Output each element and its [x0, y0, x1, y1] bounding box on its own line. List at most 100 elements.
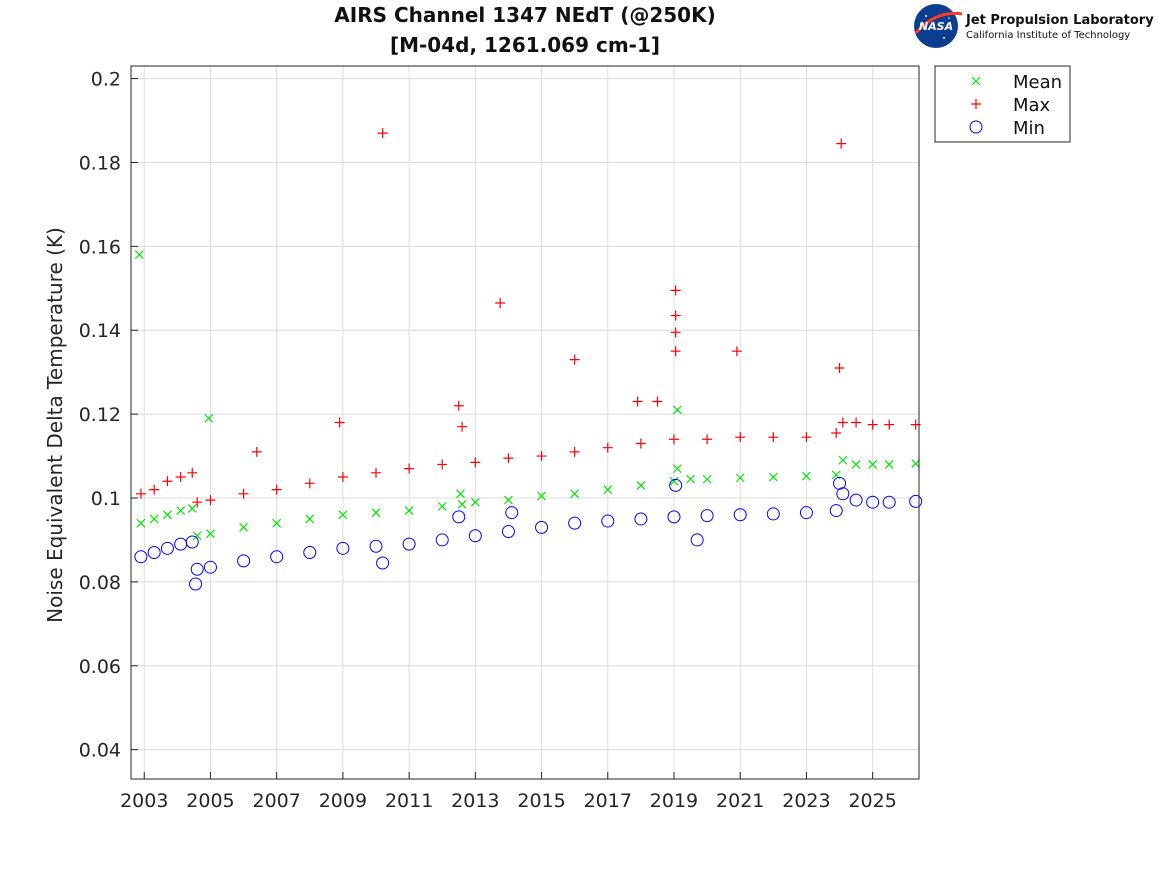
legend: Mean Max Min	[934, 65, 1071, 143]
legend-marker-mean	[971, 76, 981, 86]
y-tick-label: 0.14	[79, 320, 121, 342]
data-point-mean	[371, 508, 381, 518]
data-point-min	[829, 504, 843, 518]
x-tick-label: 2021	[716, 790, 764, 812]
data-point-max	[453, 400, 464, 411]
data-point-min	[833, 476, 847, 490]
data-point-max	[702, 434, 713, 445]
data-point-mean	[136, 518, 146, 528]
jpl-logo: NASA Jet Propulsion Laboratory Californi…	[914, 4, 1154, 48]
y-tick-label: 0.18	[79, 152, 121, 174]
data-point-max	[768, 432, 779, 443]
data-point-min	[909, 494, 923, 508]
data-point-min	[376, 556, 390, 570]
data-point-max	[304, 478, 315, 489]
data-point-max	[569, 354, 580, 365]
data-point-max	[251, 446, 262, 457]
data-point-max	[837, 417, 848, 428]
data-point-mean	[149, 514, 159, 524]
x-tick-label: 2011	[385, 790, 433, 812]
y-tick-label: 0.12	[79, 404, 121, 426]
data-point-max	[192, 497, 203, 508]
chart-subtitle: [M-04d, 1261.069 cm-1]	[390, 33, 660, 57]
data-point-max	[652, 396, 663, 407]
data-point-min	[882, 495, 896, 509]
series-mean	[134, 250, 921, 541]
tick-labels: 2003 2005 2007 2009 2011 2013 2015 2017 2019 2021…	[79, 69, 897, 812]
data-point-min	[535, 520, 549, 534]
y-tick-label: 0.06	[79, 656, 121, 678]
data-point-min	[700, 509, 714, 523]
x-tick-label: 2019	[650, 790, 698, 812]
logo-title: Jet Propulsion Laboratory	[965, 13, 1154, 28]
y-tick-label: 0.08	[79, 572, 121, 594]
x-tick-label: 2013	[451, 790, 499, 812]
data-point-mean	[206, 529, 215, 539]
x-tick-label: 2015	[517, 790, 565, 812]
data-point-min	[766, 507, 780, 521]
y-tick-label: 0.04	[79, 740, 121, 762]
data-point-mean	[884, 460, 894, 469]
data-point-max	[731, 346, 742, 357]
data-point-mean	[702, 474, 712, 484]
data-point-mean	[802, 471, 811, 481]
data-point-min	[147, 546, 161, 560]
x-tick-label: 2003	[120, 790, 168, 812]
data-point-max	[470, 457, 481, 468]
x-tick-label: 2023	[782, 790, 830, 812]
data-point-mean	[338, 510, 348, 520]
data-point-mean	[192, 531, 202, 541]
data-point-mean	[470, 497, 480, 507]
data-point-mean	[911, 459, 921, 469]
legend-entry-max: Max	[1013, 95, 1051, 116]
data-point-min	[468, 529, 482, 543]
x-tick-label: 2025	[848, 790, 896, 812]
series-layer	[134, 128, 923, 591]
data-point-max	[334, 417, 345, 428]
y-axis-label: Noise Equivalent Delta Temperature (K)	[43, 227, 67, 623]
data-point-max	[670, 346, 681, 357]
data-point-max	[670, 310, 681, 321]
data-point-mean	[838, 455, 848, 465]
data-point-min	[237, 554, 251, 568]
data-point-mean	[204, 413, 214, 423]
data-point-max	[632, 396, 643, 407]
data-point-min	[601, 514, 615, 528]
data-point-min	[505, 506, 519, 520]
data-point-max	[670, 285, 681, 296]
data-point-max	[162, 476, 173, 487]
data-point-min	[733, 508, 747, 522]
nasa-wordmark: NASA	[919, 20, 953, 33]
data-point-mean	[134, 250, 144, 260]
data-point-min	[402, 537, 416, 551]
data-point-mean	[187, 504, 197, 513]
data-point-min	[568, 516, 582, 530]
legend-marker-max	[971, 99, 981, 109]
data-point-max	[801, 432, 812, 443]
data-point-min	[452, 510, 466, 524]
data-point-min	[336, 541, 350, 555]
data-point-min	[669, 478, 683, 492]
y-tick-label: 0.2	[91, 69, 121, 91]
data-point-min	[190, 562, 204, 576]
x-tick-label: 2007	[253, 790, 301, 812]
data-point-max	[602, 442, 613, 453]
x-tick-label: 2009	[319, 790, 367, 812]
data-point-min	[189, 577, 203, 591]
x-tick-label: 2005	[186, 790, 234, 812]
data-point-mean	[603, 485, 613, 495]
data-point-min	[634, 512, 648, 526]
grid	[131, 66, 919, 779]
data-point-max	[371, 467, 382, 478]
data-point-mean	[868, 460, 878, 469]
data-point-max	[271, 484, 282, 495]
series-min	[134, 476, 923, 591]
data-point-mean	[537, 491, 546, 501]
data-point-max	[536, 451, 547, 462]
data-point-mean	[404, 506, 414, 516]
data-point-max	[503, 453, 514, 464]
data-point-mean	[305, 514, 315, 524]
plot-frame	[130, 65, 920, 780]
data-point-max	[836, 138, 847, 149]
